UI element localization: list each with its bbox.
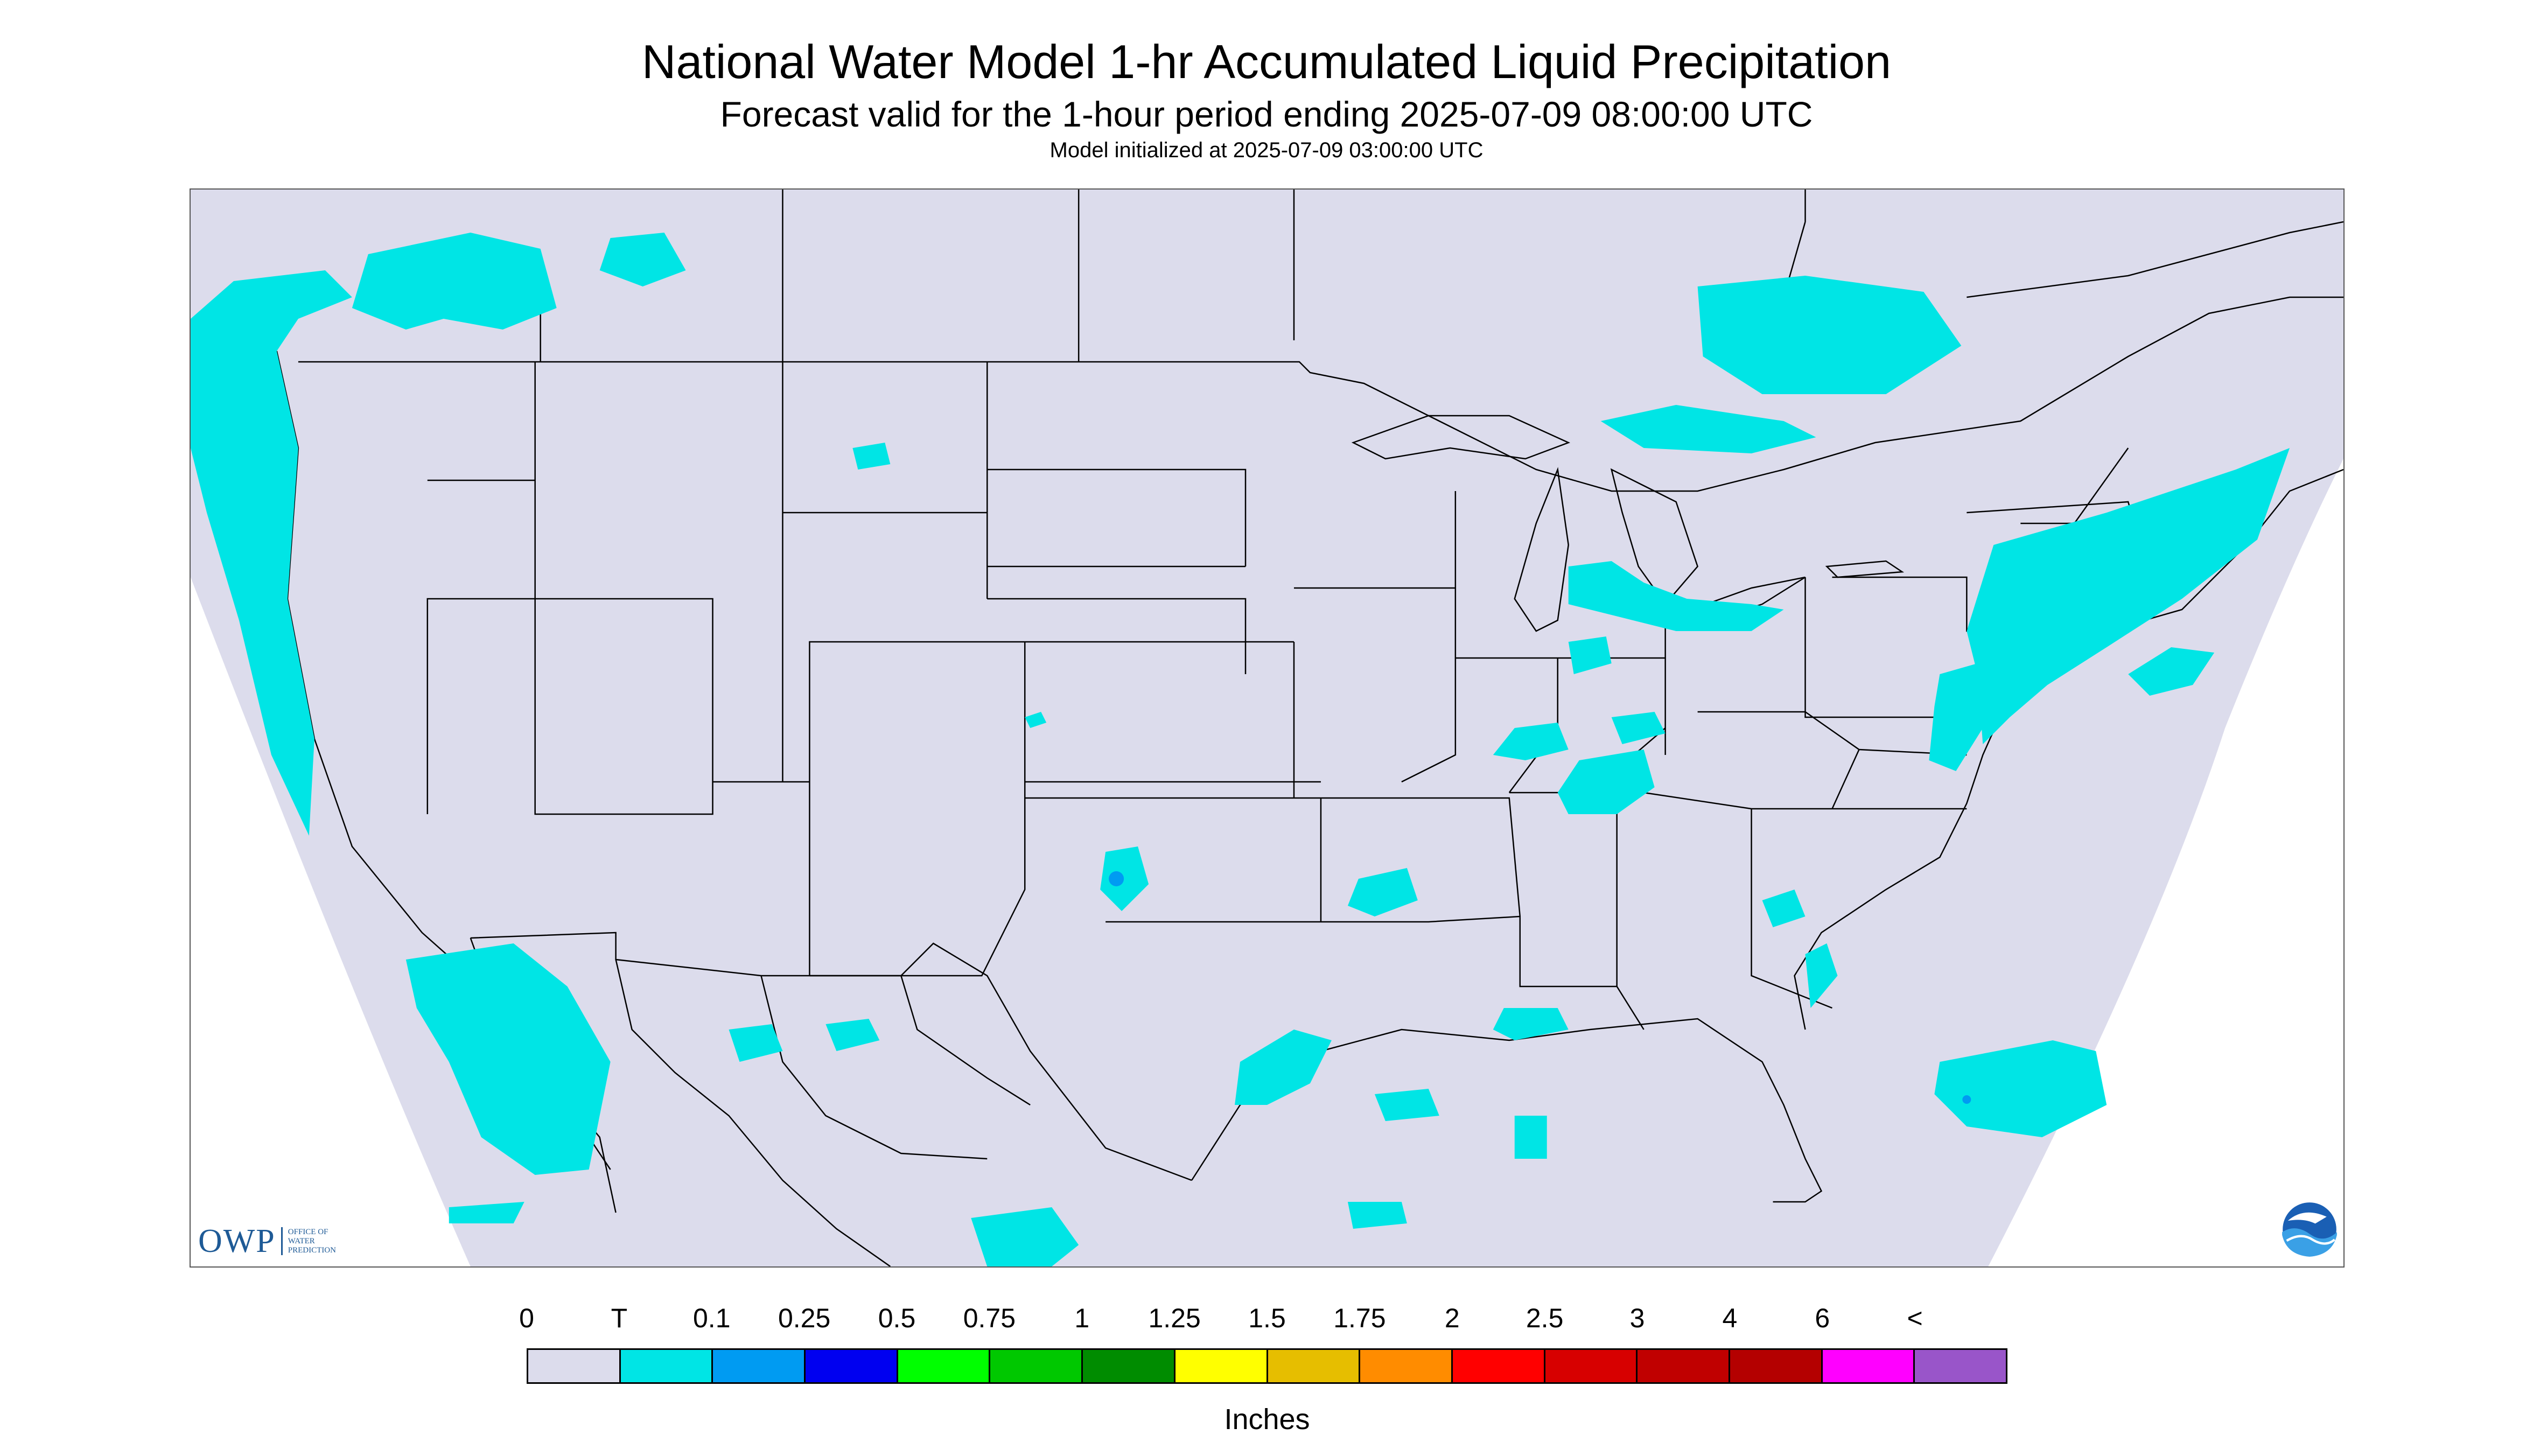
precip-florida-east [1805, 943, 1838, 1008]
legend-swatch [990, 1350, 1083, 1382]
canada-interior [782, 190, 2343, 373]
owp-logo-line-1: OFFICE OF [288, 1227, 328, 1236]
legend-label: 0.25 [778, 1303, 831, 1333]
precip-ohio-valley [1493, 723, 1569, 760]
owp-logo-letters: OWP [198, 1222, 276, 1259]
precip-atlantic-south [1934, 1040, 2107, 1137]
legend-label: 1.25 [1148, 1303, 1201, 1333]
precip-mid-atlantic [1929, 663, 1983, 771]
legend-swatch [1360, 1350, 1453, 1382]
legend-swatch [806, 1350, 898, 1382]
legend-swatch [1915, 1350, 2006, 1382]
legend-label: 6 [1815, 1303, 1830, 1333]
precip-mexico-mid [729, 1024, 783, 1062]
legend-color-bar [527, 1348, 2007, 1384]
map-panel [190, 188, 2345, 1268]
owp-logo-line-2: WATER [288, 1236, 315, 1245]
precip-offshore-east [2128, 647, 2215, 696]
precip-dakota [1025, 712, 1047, 728]
state-lines [426, 286, 2156, 1030]
precip-west-coast [191, 270, 352, 836]
color-legend: 0 T 0.1 0.25 0.5 0.75 1 1.25 1.5 1.75 2 2.5 3 4 6 < Inc… [519, 1302, 2007, 1442]
legend-label: 0.1 [692, 1303, 731, 1333]
model-init-line: Model initialized at 2025-07-09 03:00:00… [1049, 138, 1484, 162]
legend-swatch [1730, 1350, 1823, 1382]
legend-swatch [1638, 1350, 1730, 1382]
legend-labels: 0 T 0.1 0.25 0.5 0.75 1 1.25 1.5 1.75 2 2.5 3 4 6 < [519, 1302, 2007, 1334]
owp-logo-divider [281, 1227, 283, 1255]
legend-swatch [1175, 1350, 1268, 1382]
noaa-logo-icon [2281, 1201, 2338, 1258]
precip-mexico-south [971, 1207, 1079, 1266]
owp-logo: OWP OFFICE OF WATER PREDICTION [198, 1222, 336, 1260]
lake-michigan [1514, 467, 1569, 632]
precip-mexico-southeast [1347, 1202, 1407, 1229]
precip-michigan [1568, 561, 1784, 631]
legend-label: 4 [1722, 1303, 1738, 1333]
legend-swatch [528, 1350, 621, 1382]
precip-northeast [1967, 448, 2290, 744]
legend-label: < [1907, 1303, 1923, 1333]
heavier-precip-cells [1109, 871, 1971, 1104]
precip-bc-2 [599, 233, 686, 286]
legend-label: 1.75 [1333, 1303, 1386, 1333]
map-title: National Water Model 1-hr Accumulated Li… [641, 35, 1892, 88]
precip-texas-coast [1235, 1030, 1332, 1105]
lake-ontario [1825, 560, 1905, 578]
precip-baja-pacific [405, 943, 611, 1175]
legend-label: 0 [519, 1303, 534, 1333]
legend-swatch [620, 1350, 713, 1382]
legend-swatch [713, 1350, 806, 1382]
precipitation-areas [191, 233, 2290, 1266]
precip-louisiana-coast [1493, 1008, 1569, 1040]
legend-swatch [1083, 1350, 1175, 1382]
legend-swatch [898, 1350, 991, 1382]
legend-swatch [1452, 1350, 1545, 1382]
legend-label: 3 [1629, 1303, 1645, 1333]
legend-label: 0.5 [878, 1303, 916, 1333]
precip-kentucky [1557, 750, 1655, 814]
precipitation-map [191, 190, 2343, 1266]
precip-ohio [1611, 712, 1666, 744]
precip-indiana [1568, 636, 1612, 674]
precip-southeast-coast [1762, 890, 1806, 927]
legend-label: 2.5 [1526, 1303, 1564, 1333]
legend-label: T [611, 1303, 628, 1333]
legend-label: 0.75 [963, 1303, 1016, 1333]
legend-swatch [1545, 1350, 1638, 1382]
precip-texas-ok [1100, 846, 1149, 911]
forecast-valid-subtitle: Forecast valid for the 1-hour period end… [720, 94, 1813, 134]
legend-units-label: Inches [1224, 1403, 1310, 1436]
legend-label: 1 [1074, 1303, 1090, 1333]
owp-logo-subtext: OFFICE OF WATER PREDICTION [288, 1228, 336, 1255]
precip-arkansas [1347, 868, 1418, 916]
precip-mexico-pacific [449, 1202, 524, 1223]
precip-great-lakes-north [1697, 276, 1962, 394]
precip-nw-mexico [825, 1019, 880, 1051]
legend-swatch [1268, 1350, 1361, 1382]
legend-label: 1.5 [1248, 1303, 1286, 1333]
heavy-cell-oklahoma [1109, 871, 1124, 886]
legend-label: 2 [1444, 1303, 1460, 1333]
precip-bc [352, 233, 557, 330]
legend-swatch [1822, 1350, 1915, 1382]
precip-gulf-east [1514, 1116, 1547, 1159]
precip-gulf-of-mexico [1374, 1089, 1439, 1121]
precip-lake-superior [1600, 405, 1816, 453]
owp-logo-line-3: PREDICTION [288, 1245, 336, 1255]
precip-montana [852, 443, 891, 470]
heavy-cell-atlantic [1962, 1095, 1971, 1104]
lake-superior [1351, 415, 1570, 460]
